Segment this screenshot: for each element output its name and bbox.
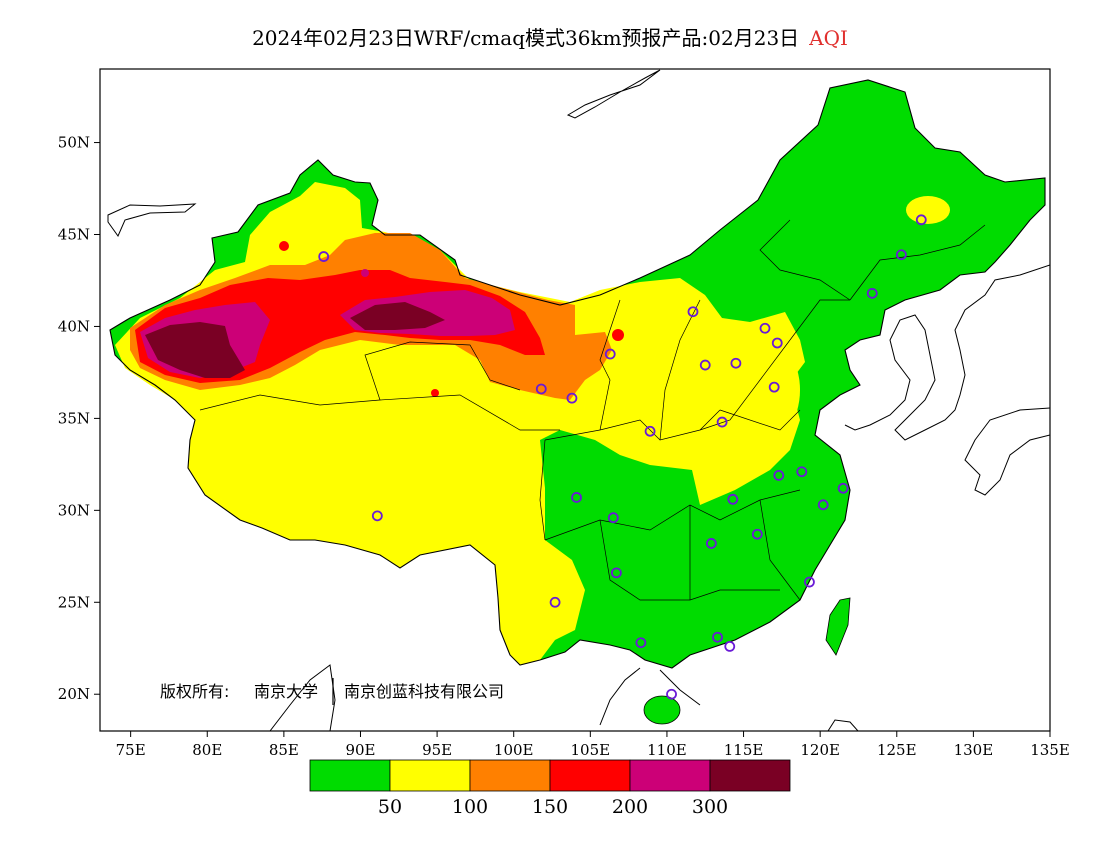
station-marker xyxy=(610,567,622,579)
credit-prefix: 版权所有: xyxy=(160,682,229,701)
aqi-patch xyxy=(720,335,800,445)
station-marker xyxy=(716,416,728,428)
credit-owner-1: 南京大学 xyxy=(254,682,318,701)
colorbar-swatch xyxy=(549,759,631,792)
lon-tick-label: 130E xyxy=(954,741,994,759)
province-boundaries xyxy=(199,219,986,601)
credit: 版权所有: 南京大学 南京创蓝科技有限公司 xyxy=(160,678,504,705)
map-plot-area xyxy=(107,69,1050,731)
station-marker xyxy=(635,637,647,649)
colorbar-swatch xyxy=(709,759,791,792)
station-marker xyxy=(796,466,808,478)
colorbar-swatch xyxy=(469,759,551,792)
station-marker xyxy=(751,528,763,540)
colorbar-swatch xyxy=(389,759,471,792)
station-marker xyxy=(773,469,785,481)
lat-tick-label: 30N xyxy=(58,501,90,519)
station-marker xyxy=(759,322,771,334)
hotspot xyxy=(361,269,369,277)
station-marker xyxy=(687,306,699,318)
lat-tick-label: 25N xyxy=(58,593,90,611)
lat-tick-label: 50N xyxy=(58,134,90,152)
station-marker xyxy=(549,596,561,608)
station-marker xyxy=(727,493,739,505)
station-marker xyxy=(571,492,582,503)
lat-tick-label: 20N xyxy=(58,685,90,703)
title-text: 2024年02月23日WRF/cmaq模式36km预报产品:02月23日 xyxy=(252,26,800,50)
station-marker xyxy=(771,337,783,349)
lon-tick-label: 80E xyxy=(192,741,222,759)
lon-tick-label: 90E xyxy=(345,741,375,759)
station-marker xyxy=(535,383,547,395)
lon-tick-label: 95E xyxy=(422,741,452,759)
aqi-patch xyxy=(906,196,950,224)
lon-tick-label: 75E xyxy=(116,741,146,759)
hotspot xyxy=(612,329,624,341)
station-marker xyxy=(666,688,677,700)
station-marker xyxy=(768,381,780,393)
station-marker xyxy=(318,251,330,262)
island-taiwan xyxy=(825,597,851,656)
station-marker xyxy=(604,348,616,360)
lat-tick-label: 45N xyxy=(58,226,90,244)
station-marker xyxy=(837,482,849,494)
hotspot xyxy=(279,241,289,251)
island-hainan xyxy=(643,695,681,725)
colorbar-swatch xyxy=(309,759,391,792)
credit-owner-2: 南京创蓝科技有限公司 xyxy=(344,682,504,701)
station-marker xyxy=(566,392,578,404)
station-marker xyxy=(866,287,878,299)
lon-tick-label: 85E xyxy=(269,741,299,759)
hotspot xyxy=(431,389,439,397)
lon-tick-label: 110E xyxy=(647,741,687,759)
station-marker xyxy=(895,249,907,261)
colorbar-label: 200 xyxy=(612,796,648,818)
neighbor-coastlines xyxy=(107,69,1050,731)
colorbar-label: 150 xyxy=(532,796,568,818)
station-marker xyxy=(607,512,619,524)
station-marker xyxy=(817,499,829,511)
lon-tick-label: 115E xyxy=(724,741,764,759)
colorbar-label: 300 xyxy=(692,796,728,818)
station-marker xyxy=(705,538,717,549)
station-marker xyxy=(730,357,742,369)
lon-tick-label: 100E xyxy=(494,741,534,759)
lon-tick-label: 105E xyxy=(571,741,611,759)
colorbar-swatch xyxy=(629,759,711,792)
lon-tick-label: 120E xyxy=(800,741,840,759)
lon-tick-label: 135E xyxy=(1030,741,1070,759)
plot-frame xyxy=(99,68,1051,732)
title-variable: AQI xyxy=(809,26,848,50)
station-marker xyxy=(915,214,927,226)
station-markers xyxy=(318,214,927,700)
map-title: 2024年02月23日WRF/cmaq模式36km预报产品:02月23日 AQI xyxy=(0,22,1100,51)
longitude-axis: 75E 80E 85E 90E 95E 100E 105E 110E 115E 120E 125E 1… xyxy=(116,731,1070,759)
aqi-colorbar: 50 100 150 200 300 xyxy=(309,759,791,818)
lon-tick-label: 125E xyxy=(877,741,917,759)
station-marker xyxy=(724,641,736,652)
station-marker xyxy=(804,576,815,588)
station-marker xyxy=(371,510,383,522)
latitude-axis: 20N 25N 30N 35N 40N 45N 50N xyxy=(58,134,100,703)
colorbar-label: 50 xyxy=(378,796,402,818)
lat-tick-label: 40N xyxy=(58,317,90,335)
colorbar-label: 100 xyxy=(452,796,488,818)
station-marker xyxy=(644,425,656,437)
station-marker xyxy=(712,631,723,643)
aqi-region-hazardous xyxy=(145,302,445,378)
country-boundary xyxy=(109,79,1046,669)
lat-tick-label: 35N xyxy=(58,409,90,427)
station-marker xyxy=(699,359,711,371)
